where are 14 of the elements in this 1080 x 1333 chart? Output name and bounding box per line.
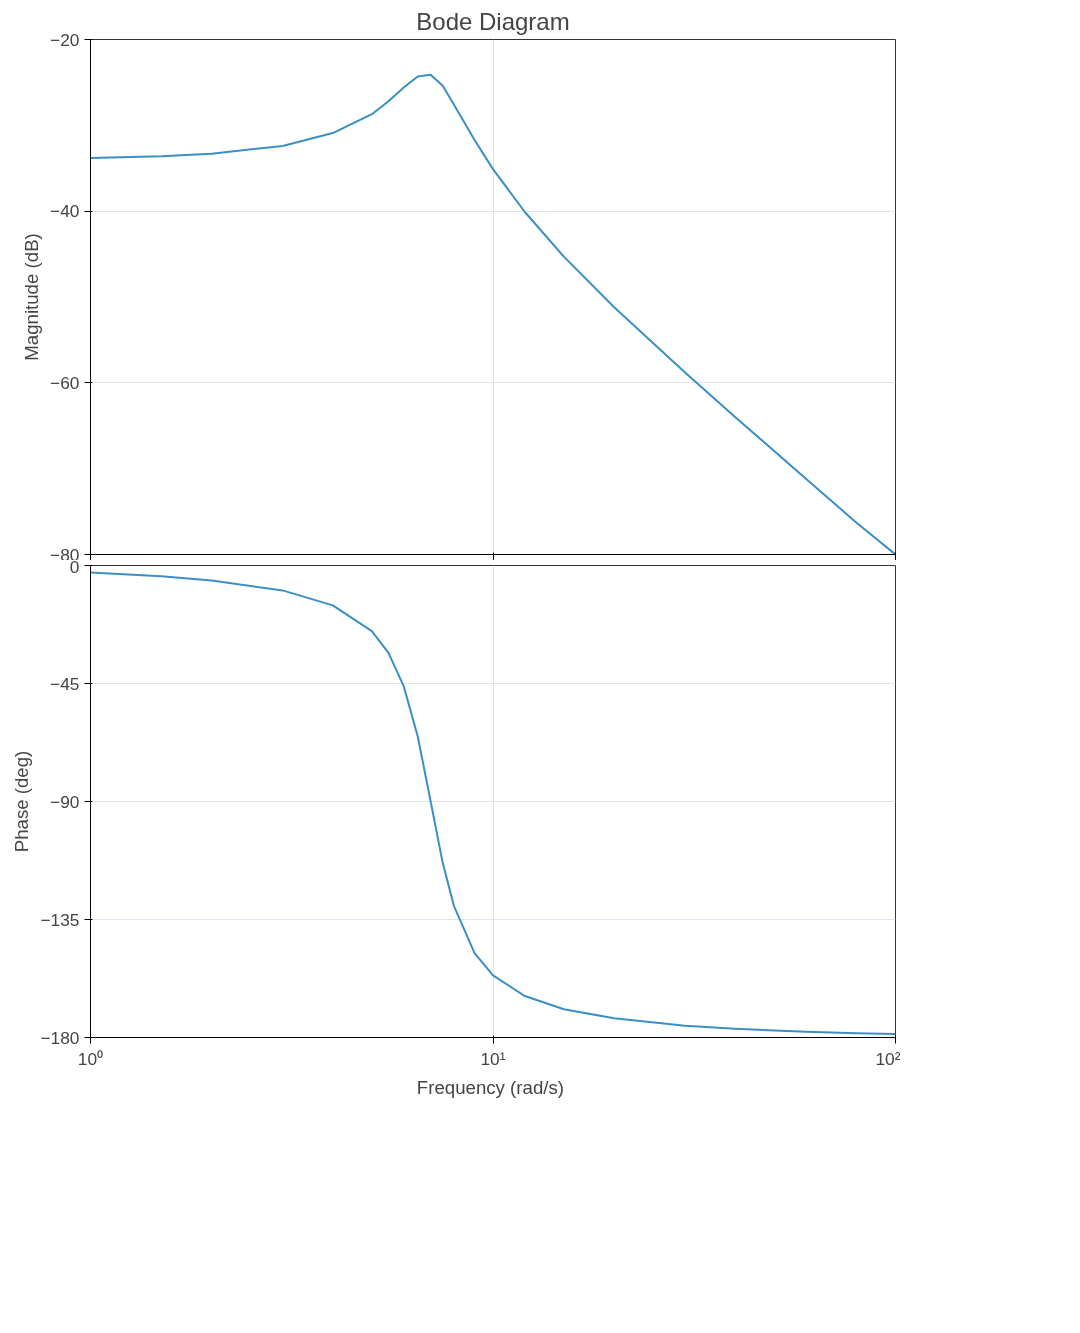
chart-title: Bode Diagram — [416, 7, 570, 35]
y-tick-label: −45 — [50, 673, 80, 694]
y-axis-title: Phase (deg) — [11, 750, 33, 853]
x-tick-label: 10¹ — [480, 1048, 506, 1069]
y-tick-label: −135 — [40, 909, 80, 930]
x-axis-title: Frequency (rad/s) — [416, 1076, 565, 1098]
y-tick-label: −180 — [40, 1027, 80, 1048]
y-tick-label: −20 — [50, 29, 80, 50]
x-tick-label: 10⁰ — [77, 1048, 104, 1069]
y-tick-label: −60 — [50, 372, 80, 393]
y-tick-label: −90 — [50, 791, 80, 812]
x-tick-label: 10² — [875, 1048, 901, 1069]
y-axis-title: Magnitude (dB) — [21, 233, 43, 361]
y-tick-label: −40 — [50, 201, 80, 222]
